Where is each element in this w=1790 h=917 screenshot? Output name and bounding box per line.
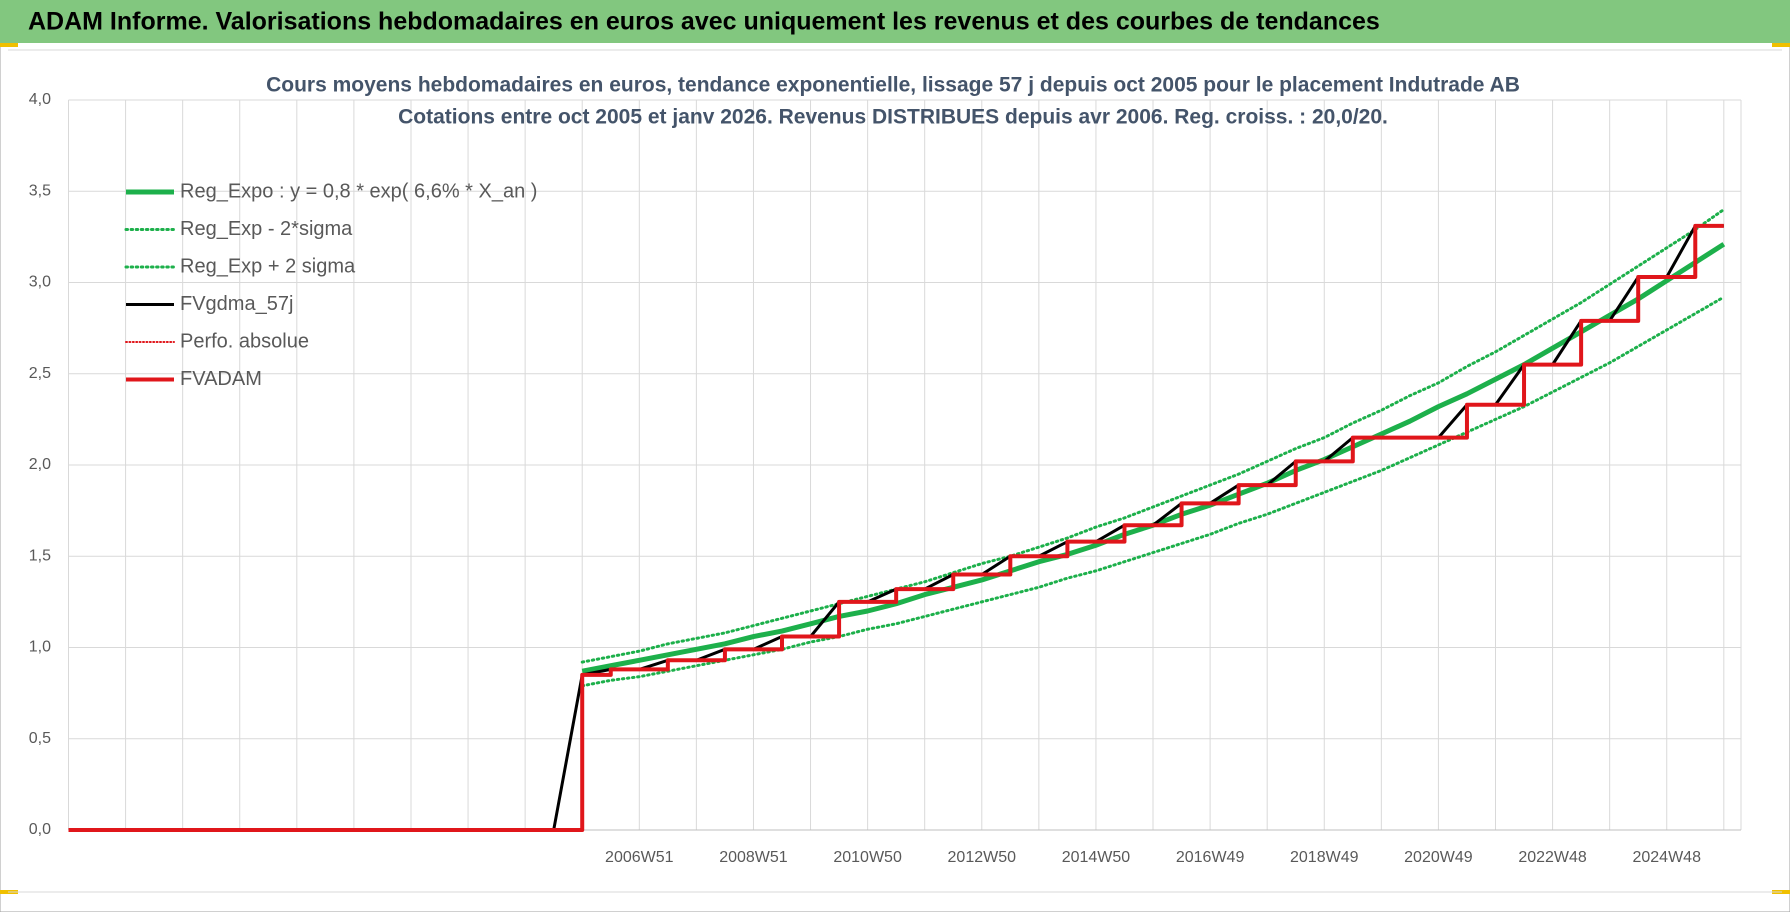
x-tick-label: 2008W51	[719, 849, 788, 866]
chart-title: Cours moyens hebdomadaires en euros, ten…	[266, 74, 1520, 97]
x-tick-label: 2022W48	[1518, 849, 1587, 866]
y-tick-label: 3,5	[29, 182, 51, 199]
x-tick-label: 2024W48	[1632, 849, 1701, 866]
y-tick-label: 0,5	[29, 730, 51, 747]
chart-subtitle: Cotations entre oct 2005 et janv 2026. R…	[398, 106, 1388, 129]
legend-label: Perfo. absolue	[180, 330, 309, 352]
x-tick-label: 2010W50	[833, 849, 902, 866]
x-tick-label: 2012W50	[948, 849, 1017, 866]
series-line	[68, 223, 1724, 832]
y-tick-label: 2,0	[29, 456, 51, 473]
legend-label: Reg_Expo : y = 0,8 * exp( 6,6% * X_an )	[180, 180, 537, 202]
legend-label: FVADAM	[180, 368, 262, 390]
y-tick-label: 1,5	[29, 547, 51, 564]
page-title: ADAM Informe. Valorisations hebdomadaire…	[28, 8, 1380, 36]
y-tick-label: 1,0	[29, 639, 51, 656]
legend-label: FVgdma_57j	[180, 293, 293, 315]
x-tick-label: 2014W50	[1062, 849, 1131, 866]
x-tick-label: 2006W51	[605, 849, 674, 866]
y-tick-label: 0,0	[29, 821, 51, 838]
x-tick-label: 2020W49	[1404, 849, 1473, 866]
header-bar	[0, 0, 1790, 43]
y-tick-label: 4,0	[29, 91, 51, 108]
legend-label: Reg_Exp + 2 sigma	[180, 255, 356, 277]
corner-mark	[0, 43, 18, 47]
x-tick-label: 2016W49	[1176, 849, 1245, 866]
series-line	[580, 208, 1726, 664]
x-tick-label: 2018W49	[1290, 849, 1359, 866]
corner-mark	[1772, 43, 1790, 47]
y-tick-label: 3,0	[29, 274, 51, 291]
y-tick-label: 2,5	[29, 365, 51, 382]
legend-label: Reg_Exp - 2*sigma	[180, 218, 353, 240]
